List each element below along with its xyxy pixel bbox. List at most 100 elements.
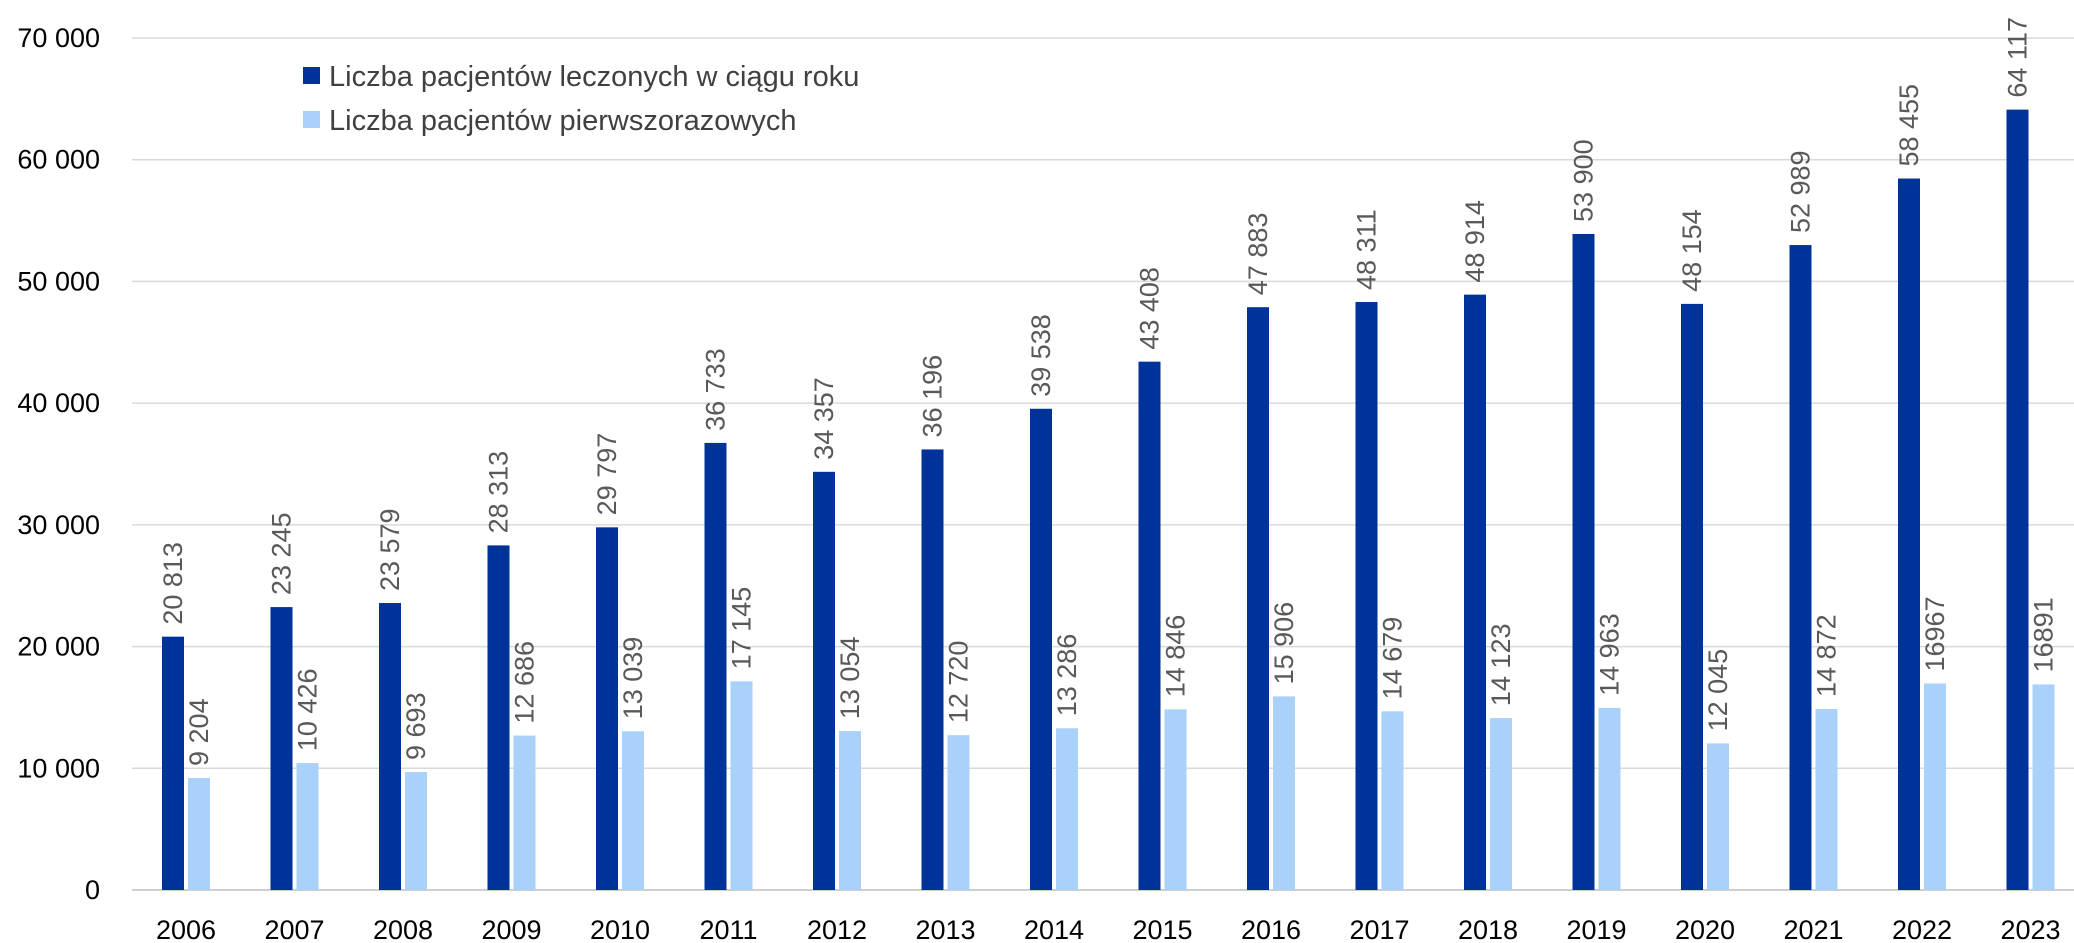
bar-first-time (839, 731, 861, 890)
y-tick-label: 40 000 (17, 388, 100, 418)
bar-treated (921, 449, 944, 890)
x-tick-label: 2008 (373, 915, 433, 943)
data-label-first-time: 14 123 (1486, 624, 1516, 707)
x-tick-label: 2009 (481, 915, 541, 943)
bar-treated (1789, 245, 1812, 891)
bar-first-time (1273, 696, 1295, 890)
bar-treated (1681, 303, 1703, 890)
legend-label-first-time: Liczba pacjentów pierwszorazowych (329, 105, 796, 137)
x-tick-label: 2006 (156, 915, 216, 943)
data-label-treated: 23 579 (375, 508, 405, 591)
bar-treated (1355, 301, 1378, 891)
bar-treated (379, 603, 401, 890)
bar-first-time (513, 735, 536, 890)
data-label-treated: 47 883 (1243, 213, 1273, 296)
x-tick-label: 2022 (1892, 915, 1952, 943)
data-label-first-time: 17 145 (727, 587, 757, 670)
bar-treated (487, 545, 510, 890)
data-label-first-time: 13 054 (835, 637, 865, 720)
data-label-first-time: 16967 (1920, 596, 1950, 671)
data-label-first-time: 13 039 (618, 637, 648, 720)
x-tick-label: 2007 (264, 915, 324, 943)
bar-treated (1464, 294, 1486, 890)
bar-treated (2006, 109, 2029, 891)
gridlines (132, 37, 2074, 891)
data-label-first-time: 10 426 (293, 669, 323, 752)
bar-first-time (2032, 684, 2055, 890)
x-tick-label: 2011 (699, 915, 757, 943)
data-label-first-time: 9 204 (184, 698, 214, 766)
data-label-treated: 39 538 (1026, 314, 1056, 397)
data-label-first-time: 12 720 (944, 641, 974, 724)
y-tick-label: 20 000 (17, 632, 100, 662)
data-label-treated: 48 914 (1460, 200, 1490, 283)
bar-treated (1247, 307, 1269, 890)
legend: Liczba pacjentów leczonych w ciągu roku … (303, 61, 859, 137)
x-tick-label: 2017 (1349, 915, 1409, 943)
x-tick-label: 2014 (1024, 915, 1084, 943)
data-label-treated: 58 455 (1894, 84, 1924, 167)
data-label-first-time: 15 906 (1269, 602, 1299, 685)
data-label-treated: 36 196 (918, 355, 948, 438)
data-label-treated: 34 357 (809, 377, 839, 460)
bars (162, 109, 2055, 891)
y-tick-label: 60 000 (17, 145, 100, 175)
data-label-first-time: 13 286 (1052, 634, 1082, 717)
bar-first-time (188, 777, 210, 890)
bar-first-time (1598, 707, 1621, 890)
bar-treated (1898, 178, 1920, 890)
data-label-treated: 53 900 (1569, 139, 1599, 222)
bar-treated (1030, 408, 1052, 890)
data-label-first-time: 14 679 (1378, 617, 1408, 700)
bar-first-time (405, 772, 427, 890)
bar-first-time (1381, 711, 1404, 890)
bar-first-time (947, 735, 970, 890)
y-tick-label: 0 (85, 875, 100, 905)
legend-swatch-treated (303, 67, 320, 84)
y-tick-label: 30 000 (17, 510, 100, 540)
bar-first-time (1056, 728, 1078, 890)
y-tick-label: 50 000 (17, 266, 100, 296)
x-tick-label: 2018 (1458, 915, 1518, 943)
data-label-treated: 43 408 (1135, 267, 1165, 350)
legend-label-treated: Liczba pacjentów leczonych w ciągu roku (329, 61, 859, 93)
data-label-first-time: 16891 (2029, 597, 2059, 672)
data-label-treated: 20 813 (158, 542, 188, 625)
data-label-first-time: 12 686 (510, 641, 540, 724)
bar-first-time (730, 681, 753, 890)
bar-treated (596, 527, 618, 890)
y-tick-label: 10 000 (17, 753, 100, 783)
x-tick-label: 2023 (2000, 915, 2060, 943)
data-labels: 20 813 9 204 23 245 10 426 23 579 9 693 28 313… (158, 17, 2059, 766)
data-label-treated: 29 797 (592, 433, 622, 516)
x-tick-label: 2019 (1566, 915, 1626, 943)
data-label-treated: 36 733 (701, 348, 731, 431)
legend-swatch-first-time (303, 111, 320, 128)
data-label-first-time: 9 693 (401, 692, 431, 760)
data-label-treated: 48 154 (1677, 209, 1707, 292)
x-tick-label: 2012 (807, 915, 867, 943)
bar-first-time (622, 731, 644, 890)
y-tick-label: 70 000 (17, 23, 100, 53)
bar-treated (162, 636, 184, 890)
data-label-first-time: 12 045 (1703, 649, 1733, 732)
bar-first-time (1707, 743, 1729, 890)
x-axis-ticks: 2006 2007 2008 2009 2010 2011 2012 2013 2014 2015… (156, 915, 2061, 943)
x-tick-label: 2013 (915, 915, 975, 943)
bar-first-time (1164, 709, 1187, 890)
bar-first-time (1924, 683, 1946, 890)
bar-treated (813, 471, 835, 890)
data-label-treated: 64 117 (2003, 17, 2033, 98)
bar-first-time (1490, 718, 1512, 890)
data-label-treated: 52 989 (1786, 150, 1816, 233)
bar-first-time (1815, 708, 1838, 890)
x-tick-label: 2021 (1783, 915, 1843, 943)
bar-treated (1138, 361, 1161, 891)
bar-treated (704, 442, 727, 890)
data-label-first-time: 14 872 (1812, 614, 1842, 697)
data-label-treated: 28 313 (484, 451, 514, 534)
x-tick-label: 2010 (590, 915, 650, 943)
data-label-treated: 48 311 (1352, 209, 1382, 290)
bar-treated (270, 607, 293, 890)
data-label-treated: 23 245 (267, 512, 297, 595)
